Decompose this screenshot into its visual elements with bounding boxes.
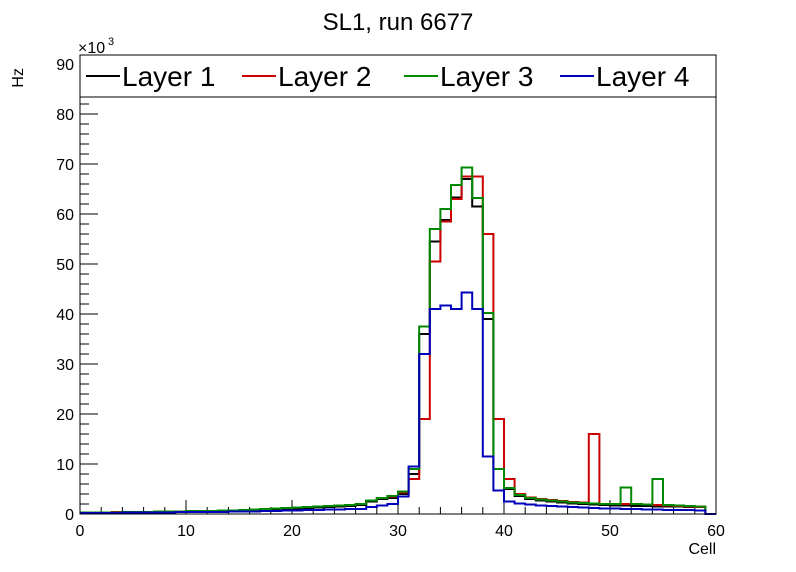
chart-title: SL1, run 6677 <box>323 9 474 36</box>
legend-label-layer-2: Layer 2 <box>278 61 371 92</box>
y-tick-label: 30 <box>56 357 74 374</box>
x-tick-label: 40 <box>495 523 513 540</box>
legend: Layer 1 Layer 2 Layer 3 Layer 4 <box>79 54 717 98</box>
legend-box <box>79 54 717 98</box>
y-axis-title: Hz <box>10 68 27 88</box>
y-tick-label: 60 <box>56 207 74 224</box>
legend-label-layer-1: Layer 1 <box>122 61 215 92</box>
legend-entries: Layer 1 Layer 2 Layer 3 Layer 4 <box>86 61 689 92</box>
y-tick-label: 50 <box>56 257 74 274</box>
y-exponent-label: ×10 3 <box>78 36 114 57</box>
legend-label-layer-3: Layer 3 <box>440 61 533 92</box>
x-tick-label: 60 <box>707 523 725 540</box>
x-tick-label: 20 <box>283 523 301 540</box>
y-exponent-base: ×10 <box>78 40 105 57</box>
y-tick-label: 70 <box>56 157 74 174</box>
x-axis-title: Cell <box>688 541 716 558</box>
y-tick-label: 10 <box>56 457 74 474</box>
x-tick-label: 30 <box>389 523 407 540</box>
y-tick-label: 40 <box>56 307 74 324</box>
series-group <box>80 166 716 515</box>
y-exponent-power: 3 <box>108 36 114 48</box>
y-tick-label: 90 <box>56 57 74 74</box>
x-tick-label: 10 <box>177 523 195 540</box>
legend-label-layer-4: Layer 4 <box>596 61 689 92</box>
axis-tick-labels: 0 10 20 30 40 50 60 0 10 20 30 40 50 60 70 80 90 <box>56 57 725 540</box>
y-tick-label: 0 <box>65 507 74 524</box>
x-tick-label: 0 <box>76 523 85 540</box>
y-tick-label: 20 <box>56 407 74 424</box>
y-tick-label: 80 <box>56 107 74 124</box>
series-line-layer-4 <box>80 291 716 515</box>
x-tick-label: 50 <box>601 523 619 540</box>
